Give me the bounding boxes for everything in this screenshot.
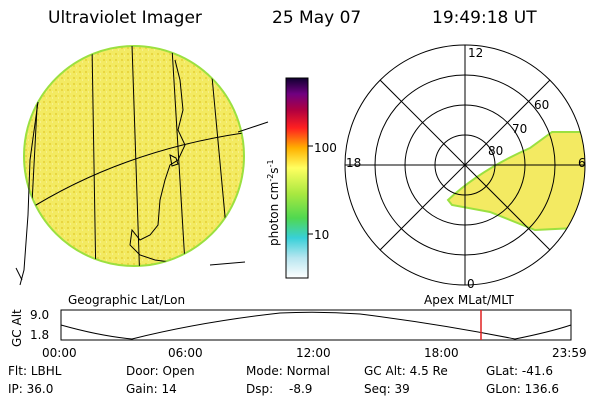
mlt-label-6: 6 bbox=[578, 156, 586, 170]
geographic-caption: Geographic Lat/Lon bbox=[68, 293, 186, 307]
status-ip: IP: 36.0 bbox=[8, 382, 54, 396]
colorbar-label: photon cm-2s-1 bbox=[266, 159, 281, 246]
status-gc-alt: GC Alt: 4.5 Re bbox=[364, 364, 448, 378]
time-tick-4: 23:59 bbox=[552, 346, 587, 360]
altitude-timeline bbox=[60, 309, 572, 341]
mlt-label-18: 18 bbox=[346, 156, 362, 170]
gc-alt-axis-label: GC Alt bbox=[10, 309, 24, 347]
status-gain: Gain: 14 bbox=[126, 382, 177, 396]
lat-label-70: 70 bbox=[512, 122, 528, 136]
time-tick-0: 00:00 bbox=[42, 346, 77, 360]
time-tick-1: 06:00 bbox=[168, 346, 203, 360]
status-glat: GLat: -41.6 bbox=[486, 364, 553, 378]
colorbar-gradient bbox=[285, 77, 309, 279]
polar-plot bbox=[344, 44, 586, 286]
status-flt: Flt: LBHL bbox=[8, 364, 62, 378]
gc-alt-tick-max: 9.0 bbox=[30, 308, 50, 322]
lat-label-80: 80 bbox=[488, 144, 504, 158]
colorbar-tick-100: 100 bbox=[314, 141, 337, 155]
color-scale bbox=[285, 77, 313, 279]
date-label: 25 May 07 bbox=[272, 8, 362, 28]
status-door: Door: Open bbox=[126, 364, 195, 378]
uv-emission-disk bbox=[23, 45, 245, 267]
status-mode: Mode: Normal bbox=[246, 364, 330, 378]
auroral-oval-region bbox=[446, 131, 585, 232]
app-title: Ultraviolet Imager bbox=[48, 8, 202, 28]
status-seq: Seq: 39 bbox=[364, 382, 410, 396]
time-label: 19:49:18 UT bbox=[432, 8, 537, 28]
mlt-label-0: 0 bbox=[467, 277, 475, 291]
colorbar-tick-10: 10 bbox=[314, 228, 330, 242]
status-dsp: Dsp: -8.9 bbox=[246, 382, 313, 396]
time-tick-2: 12:00 bbox=[296, 346, 331, 360]
geographic-image bbox=[15, 45, 269, 286]
gc-alt-tick-min: 1.8 bbox=[30, 328, 50, 342]
altitude-curve bbox=[60, 311, 572, 340]
status-glon: GLon: 136.6 bbox=[486, 382, 559, 396]
time-tick-3: 18:00 bbox=[424, 346, 459, 360]
apex-caption: Apex MLat/MLT bbox=[424, 293, 514, 307]
mlt-label-12: 12 bbox=[468, 46, 484, 60]
lat-label-60: 60 bbox=[534, 98, 550, 112]
